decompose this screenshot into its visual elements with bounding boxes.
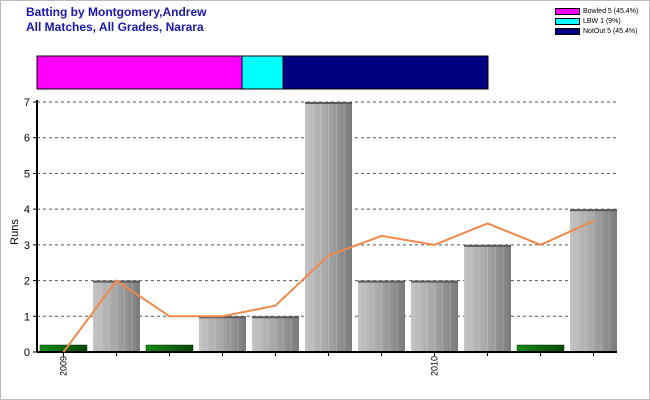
bar-body <box>411 280 458 352</box>
y-tick-label: 5 <box>24 168 30 180</box>
bar <box>305 102 352 352</box>
y-tick-label: 7 <box>24 97 30 109</box>
average-line <box>62 220 594 353</box>
legend-label-lbw: LBW 1 (9%) <box>583 17 621 25</box>
bar-body <box>305 102 352 352</box>
bar-body <box>464 244 511 352</box>
bar <box>411 280 458 352</box>
dismissal-segment-notout <box>282 55 489 90</box>
chart-title: Batting by Montgomery,Andrew <box>26 5 207 19</box>
bar-cap <box>570 209 617 212</box>
y-tick-label: 2 <box>24 276 30 288</box>
legend-label-notout: NotOut 5 (45.4%) <box>583 27 638 35</box>
bar-body <box>199 316 246 352</box>
x-tick-label: 2010 <box>430 356 440 376</box>
bar <box>570 209 617 352</box>
legend-item-bowled: Bowled 5 (45.4%) <box>555 6 638 16</box>
legend-item-lbw: LBW 1 (9%) <box>555 16 638 26</box>
bar <box>358 280 405 352</box>
bar-cap <box>411 280 458 283</box>
legend-swatch-bowled <box>555 7 580 15</box>
y-tick-label: 1 <box>24 311 30 323</box>
bar-duck <box>516 344 565 353</box>
y-tick-label: 0 <box>24 347 30 359</box>
dismissal-segment-lbw <box>241 55 284 90</box>
y-axis-label: Runs <box>9 219 21 245</box>
bar-body <box>93 280 140 352</box>
bar-body <box>358 280 405 352</box>
bar-cap <box>252 316 299 319</box>
bar-body <box>570 209 617 352</box>
bars <box>39 102 617 353</box>
y-tick-label: 3 <box>24 240 30 252</box>
dismissal-segment-bowled <box>36 55 243 90</box>
bar-cap <box>305 102 352 104</box>
bar-body <box>252 316 299 352</box>
bar <box>93 280 140 352</box>
legend-item-notout: NotOut 5 (45.4%) <box>555 26 638 36</box>
axes <box>33 100 617 356</box>
legend: Bowled 5 (45.4%) LBW 1 (9%) NotOut 5 (45… <box>555 6 638 36</box>
axis-labels: 0 1 2 3 4 5 6 7 Runs 2009 2010 <box>9 97 440 376</box>
dismissal-bar <box>36 55 489 90</box>
legend-label-bowled: Bowled 5 (45.4%) <box>583 7 639 15</box>
bar-duck <box>145 344 194 353</box>
y-tick-label: 6 <box>24 133 30 145</box>
y-tick-label: 4 <box>24 204 30 216</box>
chart-subtitle: All Matches, All Grades, Narara <box>26 20 204 34</box>
bar <box>464 244 511 352</box>
bar-cap <box>464 244 511 247</box>
bar <box>199 316 246 352</box>
x-tick-label: 2009 <box>59 356 69 376</box>
bar-cap <box>358 280 405 283</box>
average-polyline <box>62 220 594 353</box>
bar <box>252 316 299 352</box>
legend-swatch-lbw <box>555 17 580 25</box>
legend-swatch-notout <box>555 27 580 35</box>
